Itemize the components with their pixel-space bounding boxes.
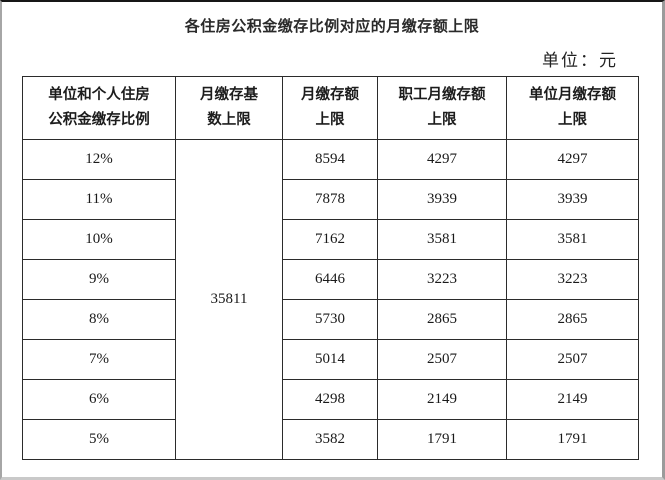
employee-limit-cell: 2865	[377, 299, 507, 340]
employer-limit-cell: 2149	[506, 379, 639, 420]
employee-limit-cell: 2149	[377, 379, 507, 420]
ratio-cell: 8%	[22, 299, 176, 340]
employer-limit-cell: 2507	[506, 339, 639, 380]
header-base-limit: 月缴存基 数上限	[175, 76, 283, 140]
table-row: 11% 7878 3939 3939	[22, 179, 639, 220]
header-employee-limit: 职工月缴存额 上限	[377, 76, 507, 140]
ratio-cell: 10%	[22, 219, 176, 260]
table-header-row: 单位和个人住房 公积金缴存比例 月缴存基 数上限 月缴存额 上限 职工月缴存额 …	[22, 76, 639, 140]
page-title: 各住房公积金缴存比例对应的月缴存额上限	[184, 18, 480, 35]
table-row: 6% 4298 2149 2149	[22, 379, 639, 420]
monthly-limit-cell: 5014	[282, 339, 378, 380]
employer-limit-cell: 3581	[506, 219, 639, 260]
ratio-cell: 5%	[22, 419, 176, 460]
table-row: 5% 3582 1791 1791	[22, 419, 639, 460]
employer-limit-cell: 3939	[506, 179, 639, 220]
monthly-limit-cell: 6446	[282, 259, 378, 300]
employer-limit-cell: 2865	[506, 299, 639, 340]
header-ratio: 单位和个人住房 公积金缴存比例	[22, 76, 176, 140]
ratio-cell: 7%	[22, 339, 176, 380]
table-row: 9% 6446 3223 3223	[22, 259, 639, 300]
monthly-limit-cell: 4298	[282, 379, 378, 420]
unit-label: 单位：元	[542, 51, 618, 70]
ratio-cell: 12%	[22, 139, 176, 180]
employee-limit-cell: 3581	[377, 219, 507, 260]
table-row: 12% 35811 8594 4297 4297	[22, 139, 639, 460]
header-monthly-limit: 月缴存额 上限	[282, 76, 378, 140]
monthly-limit-cell: 7162	[282, 219, 378, 260]
header-employer-limit: 单位月缴存额 上限	[506, 76, 639, 140]
employer-limit-cell: 1791	[506, 419, 639, 460]
employer-limit-cell: 3223	[506, 259, 639, 300]
monthly-limit-cell: 3582	[282, 419, 378, 460]
base-limit-cell: 35811	[175, 139, 283, 460]
employee-limit-cell: 3939	[377, 179, 507, 220]
ratio-cell: 11%	[22, 179, 176, 220]
table-row: 7% 5014 2507 2507	[22, 339, 639, 380]
employee-limit-cell: 3223	[377, 259, 507, 300]
employee-limit-cell: 4297	[377, 139, 507, 180]
employer-limit-cell: 4297	[506, 139, 639, 180]
table-row: 8% 5730 2865 2865	[22, 299, 639, 340]
monthly-limit-cell: 5730	[282, 299, 378, 340]
monthly-limit-cell: 7878	[282, 179, 378, 220]
ratio-cell: 9%	[22, 259, 176, 300]
fund-limit-table: 单位和个人住房 公积金缴存比例 月缴存基 数上限 月缴存额 上限 职工月缴存额 …	[22, 76, 639, 460]
employee-limit-cell: 2507	[377, 339, 507, 380]
table-row: 10% 7162 3581 3581	[22, 219, 639, 260]
monthly-limit-cell: 8594	[282, 139, 378, 180]
ratio-cell: 6%	[22, 379, 176, 420]
employee-limit-cell: 1791	[377, 419, 507, 460]
